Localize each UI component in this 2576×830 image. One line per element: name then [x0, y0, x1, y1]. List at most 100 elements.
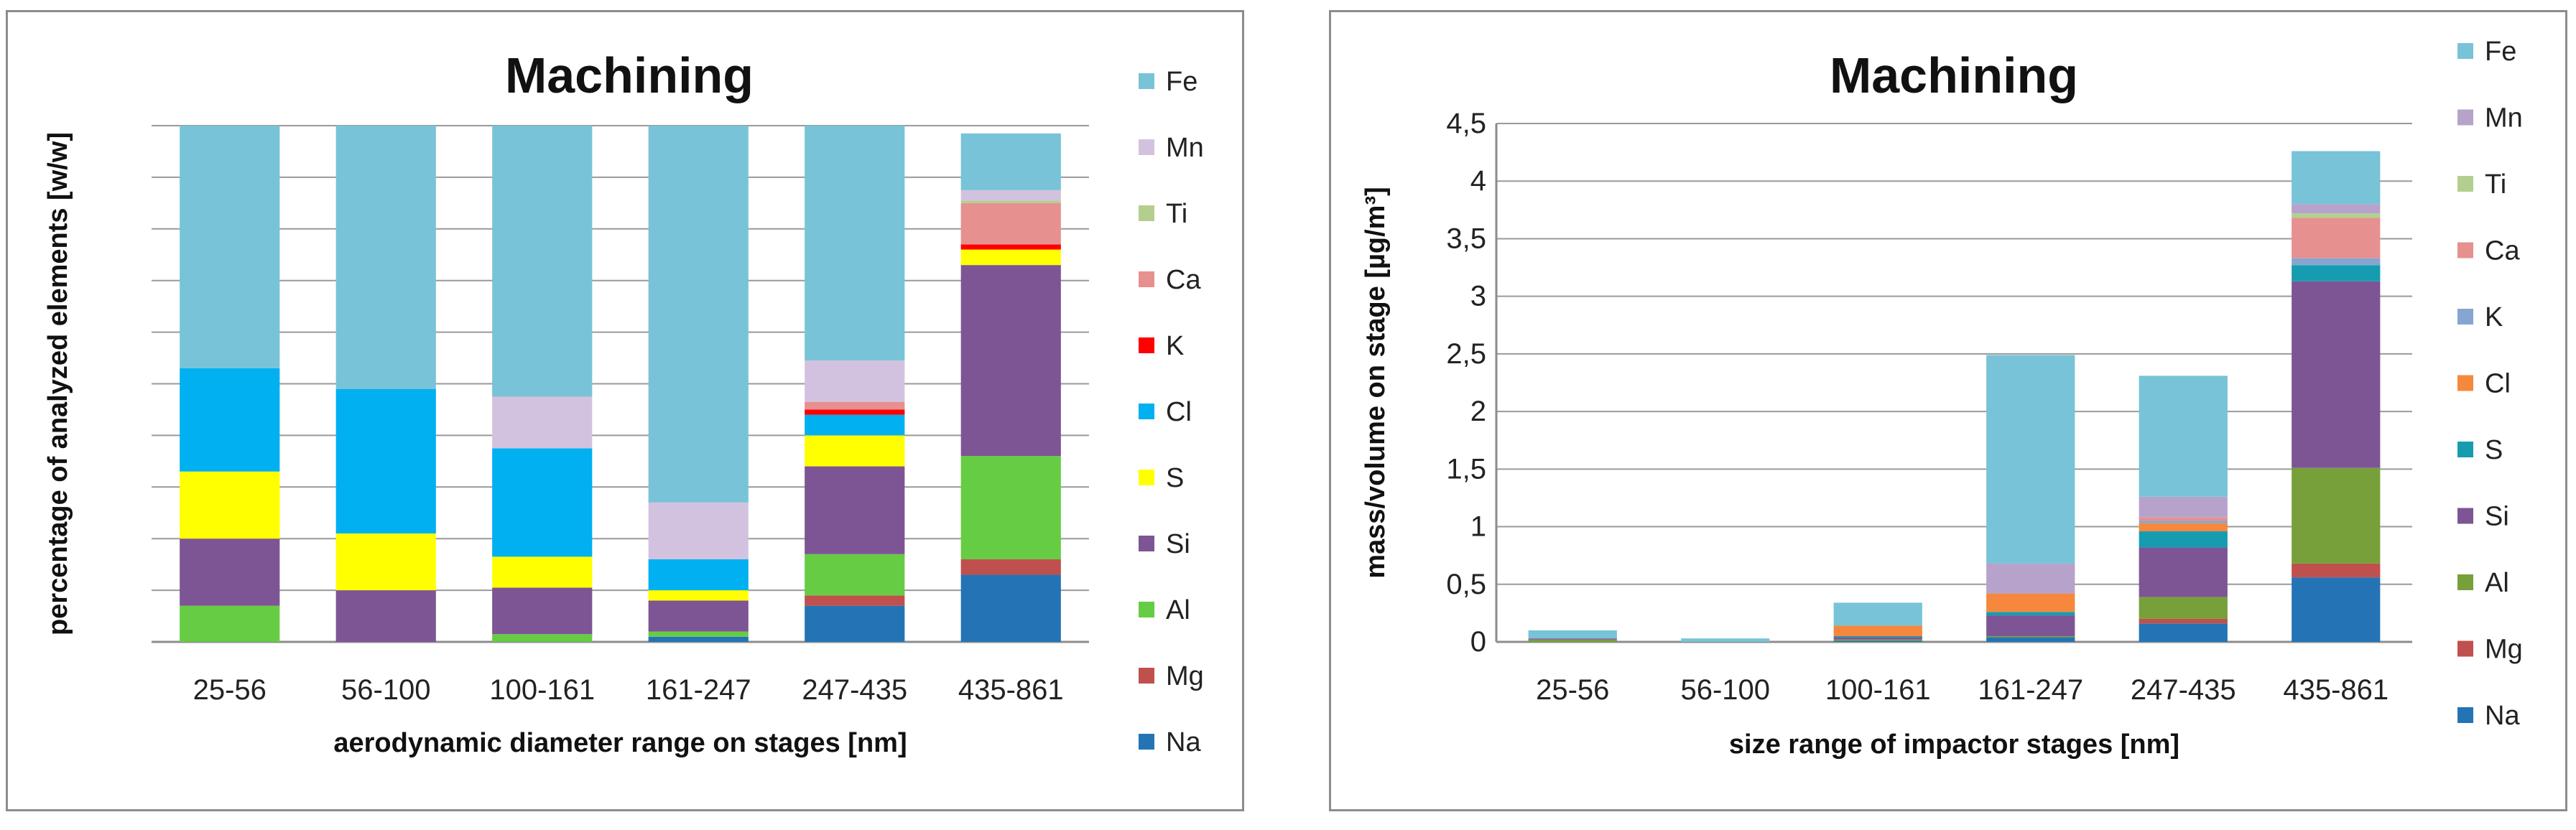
bar-segment-cl-161-247 [1986, 593, 2075, 612]
y-tick-label: 0,5 [1446, 569, 1486, 600]
y-axis-label: percentage of analyzed elements [w/w] [43, 132, 73, 635]
legend-swatch-na [1139, 734, 1154, 750]
x-tick-label: 100-161 [489, 674, 595, 706]
bar-segment-fe-161-247 [1986, 355, 2075, 564]
legend-swatch-mg [2457, 640, 2473, 657]
bar-segment-mn-247-435 [2139, 496, 2228, 518]
x-tick-label: 56-100 [1680, 674, 1770, 706]
legend-label-cl: Cl [2485, 369, 2511, 399]
bar-segment-ti-435-861 [2292, 213, 2381, 218]
chart-title: Machining [505, 47, 754, 103]
bar-segment-al-100-161 [492, 634, 593, 642]
bar-segment-fe-247-435 [2139, 376, 2228, 497]
bar-segment-ti-435-861 [960, 200, 1061, 203]
left-chart-panel: Machining 25-56 56-100 100-161 161-247 247-43… [6, 10, 1244, 811]
y-tick-label: 1 [1470, 511, 1486, 543]
y-tick-label: 1,5 [1446, 453, 1486, 485]
x-tick-label: 161-247 [646, 674, 751, 706]
bar-segment-mg-435-861 [2292, 563, 2381, 578]
bar-segment-ca-435-861 [960, 202, 1061, 245]
legend-swatch-s [2457, 442, 2473, 457]
legend-swatch-k [1139, 337, 1154, 353]
legend-swatch-al [2457, 574, 2473, 590]
bar-segment-mn-100-161 [492, 396, 593, 449]
legend-swatch-mn [2457, 109, 2473, 126]
bar-segment-al-100-161 [1833, 639, 1922, 641]
x-tick-label: 247-435 [802, 674, 907, 706]
legend-label-mg: Mg [2485, 635, 2523, 665]
legend-swatch-ti [1139, 205, 1154, 221]
bar-segment-s-161-247 [1986, 612, 2075, 616]
bar-segment-si-25-56 [180, 538, 280, 606]
bar-segment-mn-161-247 [1986, 563, 2075, 594]
bar-segment-k-435-861 [2292, 258, 2381, 266]
legend-swatch-mg [1139, 668, 1154, 684]
y-tick-label: 0 [1470, 626, 1486, 658]
bar-segment-na-435-861 [2292, 577, 2381, 642]
bar-segment-si-56-100 [335, 590, 436, 642]
legend-label-fe: Fe [2485, 37, 2516, 67]
bar-segment-al-435-861 [960, 456, 1061, 559]
bar-segment-s-247-435 [2139, 531, 2228, 548]
bar-segment-mn-435-861 [960, 190, 1061, 201]
bar-segment-si-435-861 [960, 265, 1061, 457]
legend-swatch-cl [2457, 375, 2473, 391]
bar-segment-s-247-435 [805, 435, 905, 467]
legend-label-na: Na [2485, 701, 2520, 731]
x-axis-label: size range of impactor stages [nm] [1729, 729, 2179, 760]
bar-segment-si-25-56 [1528, 638, 1617, 640]
bar-segment-si-435-861 [2292, 281, 2381, 468]
legend-label-mn: Mn [1166, 133, 1204, 163]
y-tick-label: 3,5 [1446, 223, 1486, 254]
bar-segment-al-247-435 [805, 554, 905, 596]
legend-swatch-ti [2457, 176, 2473, 192]
y-tick-label: 2,5 [1446, 338, 1486, 370]
bar-segment-si-100-161 [492, 587, 593, 635]
legend-swatch-s [1139, 470, 1154, 485]
bar-segment-fe-25-56 [180, 126, 280, 368]
bar-segment-fe-56-100 [335, 126, 436, 389]
legend-label-al: Al [1166, 595, 1190, 625]
x-tick-label: 161-247 [1978, 674, 2083, 706]
bar-segment-mg-247-435 [2139, 618, 2228, 624]
bar-segment-mg-247-435 [805, 595, 905, 606]
legend-swatch-na [2457, 707, 2473, 723]
bar-segment-k-247-435 [805, 409, 905, 415]
x-axis-label: aerodynamic diameter range on stages [nm… [333, 728, 907, 758]
legend-label-s: S [1166, 463, 1184, 493]
bar-segment-s-435-861 [2292, 265, 2381, 281]
bar-segment-al-161-247 [648, 631, 749, 637]
bar-segment-al-25-56 [1528, 639, 1617, 642]
bar-segment-ca-247-435 [2139, 517, 2228, 521]
bar-segment-na-435-861 [960, 574, 1061, 642]
bar-segment-al-25-56 [180, 605, 280, 642]
bar-segment-mn-435-861 [2292, 204, 2381, 214]
bar-segment-na-100-161 [1833, 640, 1922, 642]
bar-segment-al-161-247 [1986, 635, 2075, 638]
x-tick-label: 435-861 [2283, 674, 2389, 706]
bar-segment-na-161-247 [648, 636, 749, 642]
legend-label-ti: Ti [2485, 169, 2506, 200]
legend-label-fe: Fe [1166, 67, 1197, 97]
legend-swatch-si [2457, 508, 2473, 524]
bar-segment-mn-161-247 [648, 502, 749, 559]
chart-title: Machining [1830, 47, 2078, 103]
x-tick-label: 100-161 [1825, 674, 1931, 706]
bar-segment-mg-435-861 [960, 559, 1061, 575]
x-tick-label: 25-56 [193, 674, 267, 706]
y-axis-label: mass/volume on stage [µg/m³] [1361, 187, 1391, 579]
legend-swatch-si [1139, 536, 1154, 551]
y-tick-label: 4 [1470, 165, 1486, 197]
bar-segment-s-100-161 [492, 556, 593, 588]
bar-segment-s-435-861 [960, 249, 1061, 266]
y-tick-label: 4,5 [1446, 108, 1486, 139]
legend-label-k: K [1166, 331, 1184, 361]
bar-segment-na-161-247 [1986, 637, 2075, 642]
legend-label-si: Si [1166, 529, 1190, 559]
bar-segment-ca-247-435 [805, 401, 905, 410]
bar-segment-cl-247-435 [2139, 523, 2228, 531]
bar-segment-si-100-161 [1833, 637, 1922, 640]
bar-segment-fe-100-161 [1833, 602, 1922, 626]
bar-segment-si-247-435 [805, 466, 905, 554]
legend-swatch-ca [2457, 242, 2473, 258]
